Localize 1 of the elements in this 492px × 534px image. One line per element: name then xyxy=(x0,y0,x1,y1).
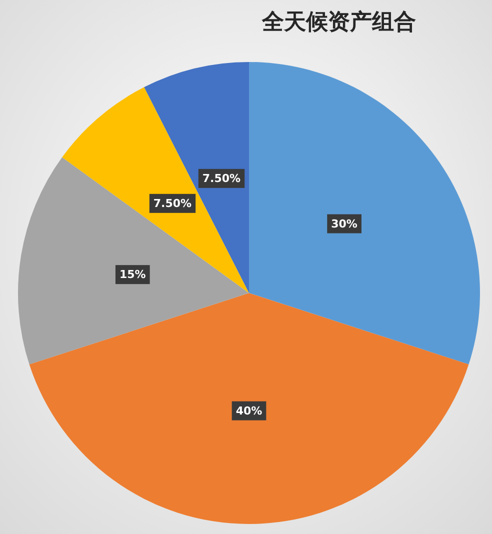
title: 全天候资产组合 xyxy=(262,9,416,34)
